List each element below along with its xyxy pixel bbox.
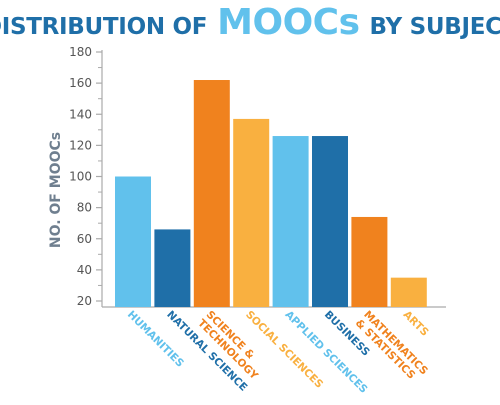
y-tick-label: 120: [69, 138, 92, 152]
x-tick-label: SOCIAL SCIENCES: [243, 309, 325, 391]
bars: [115, 80, 427, 307]
y-tick-label: 140: [69, 107, 92, 121]
bar: [233, 118, 270, 307]
bar: [351, 216, 388, 307]
y-tick-label: 20: [77, 294, 92, 308]
chart-title: DISTRIBUTION OF MOOCs BY SUBJECT: [0, 2, 500, 50]
y-tick-label: 40: [77, 263, 92, 277]
x-tick-label: ARTS: [401, 309, 431, 339]
bar: [272, 136, 309, 307]
bar: [193, 80, 230, 307]
bar: [390, 277, 427, 307]
y-tick-label: 100: [69, 170, 92, 184]
bar: [154, 229, 191, 307]
title-part-1: DISTRIBUTION OF: [0, 14, 208, 40]
title-accent: MOOCs: [217, 2, 360, 43]
y-tick-label: 180: [69, 45, 92, 59]
title-part-2: BY SUBJECT: [369, 14, 500, 40]
bar: [312, 136, 348, 307]
x-tick-label-line: ARTS: [401, 309, 431, 339]
bar: [115, 176, 151, 307]
y-tick-label: 160: [69, 76, 92, 90]
x-tick-label-line: SOCIAL SCIENCES: [243, 309, 325, 391]
y-tick-label: 80: [77, 201, 92, 215]
y-axis-title: NO. OF MOOCs: [48, 132, 64, 248]
y-tick-label: 60: [77, 232, 92, 246]
